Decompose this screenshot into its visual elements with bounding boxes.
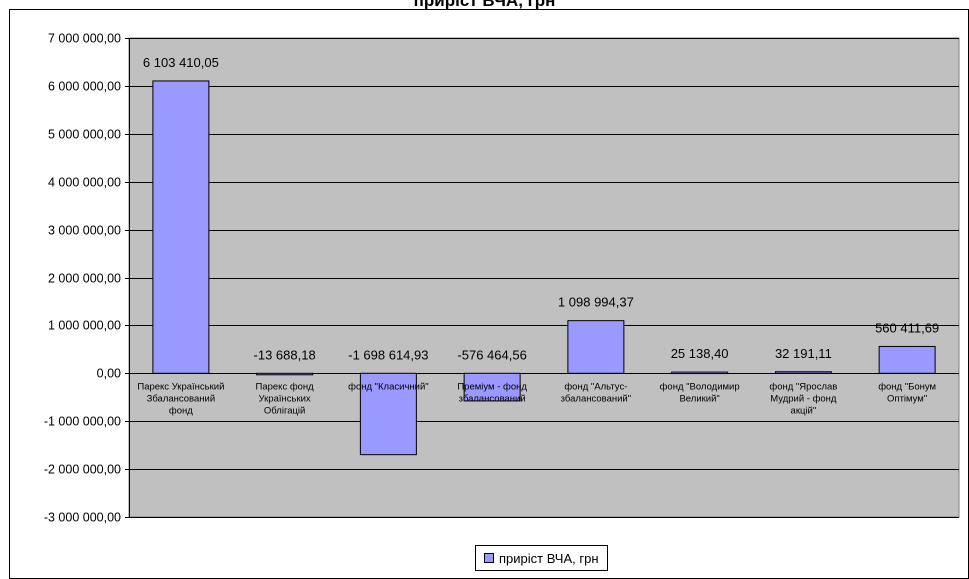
bar <box>463 372 521 402</box>
plot-area <box>128 37 960 518</box>
legend-label: приріст ВЧА, грн <box>499 550 599 566</box>
data-label: 25 138,40 <box>671 346 729 361</box>
bar <box>878 345 936 374</box>
data-label: -13 688,18 <box>254 347 316 362</box>
bar <box>567 320 625 374</box>
y-tick-label: -3 000 000,00 <box>44 511 121 525</box>
category-label: Парекс Український <box>137 381 224 392</box>
data-label: 32 191,11 <box>775 346 832 361</box>
bar <box>774 371 832 374</box>
category-label: фонд "Альтус- <box>564 381 627 392</box>
category-label: акцій" <box>791 405 817 416</box>
category-label: Облігацій <box>264 405 305 416</box>
chart-title: приріст ВЧА, грн <box>413 0 556 10</box>
category-label: Парекс фонд <box>256 381 315 392</box>
category-label: збалансований" <box>561 393 631 404</box>
category-label: Преміум - фонд <box>457 381 527 392</box>
y-tick-label: 2 000 000,00 <box>48 272 121 286</box>
category-label: Українських <box>259 393 311 404</box>
y-tick-label: 5 000 000,00 <box>48 128 121 142</box>
category-label: фонд "Володимир <box>660 381 740 392</box>
data-label: 560 411,69 <box>875 320 939 335</box>
category-label: Мудрий - фонд <box>770 393 837 404</box>
bar <box>152 80 210 374</box>
legend: приріст ВЧА, грн <box>475 545 608 571</box>
data-label: 6 103 410,05 <box>143 55 219 70</box>
category-label: Великий" <box>679 393 719 404</box>
legend-swatch <box>484 553 494 563</box>
y-tick-label: -2 000 000,00 <box>44 463 121 477</box>
category-label: фонд "Бонум <box>878 381 936 392</box>
y-tick-label: 0,00 <box>97 367 121 381</box>
bar <box>359 372 417 456</box>
y-tick-label: 1 000 000,00 <box>48 319 121 333</box>
data-label: -1 698 614,93 <box>348 347 428 362</box>
bar <box>256 372 314 376</box>
y-tick-label: 4 000 000,00 <box>48 176 121 190</box>
y-tick-label: -1 000 000,00 <box>44 415 121 429</box>
y-tick-label: 6 000 000,00 <box>48 80 121 94</box>
category-label: Збалансований <box>147 393 216 404</box>
category-label: фонд <box>169 405 193 416</box>
category-label: фонд "Класичний" <box>348 381 429 392</box>
data-label: -576 464,56 <box>457 347 526 362</box>
y-tick-label: 3 000 000,00 <box>48 224 121 238</box>
category-label: Оптімум" <box>887 393 927 404</box>
data-label: 1 098 994,37 <box>558 295 634 310</box>
category-label: фонд "Ярослав <box>769 381 837 392</box>
y-tick-label: 7 000 000,00 <box>48 32 121 46</box>
category-label: збалансований <box>459 393 526 404</box>
bar <box>671 371 729 375</box>
